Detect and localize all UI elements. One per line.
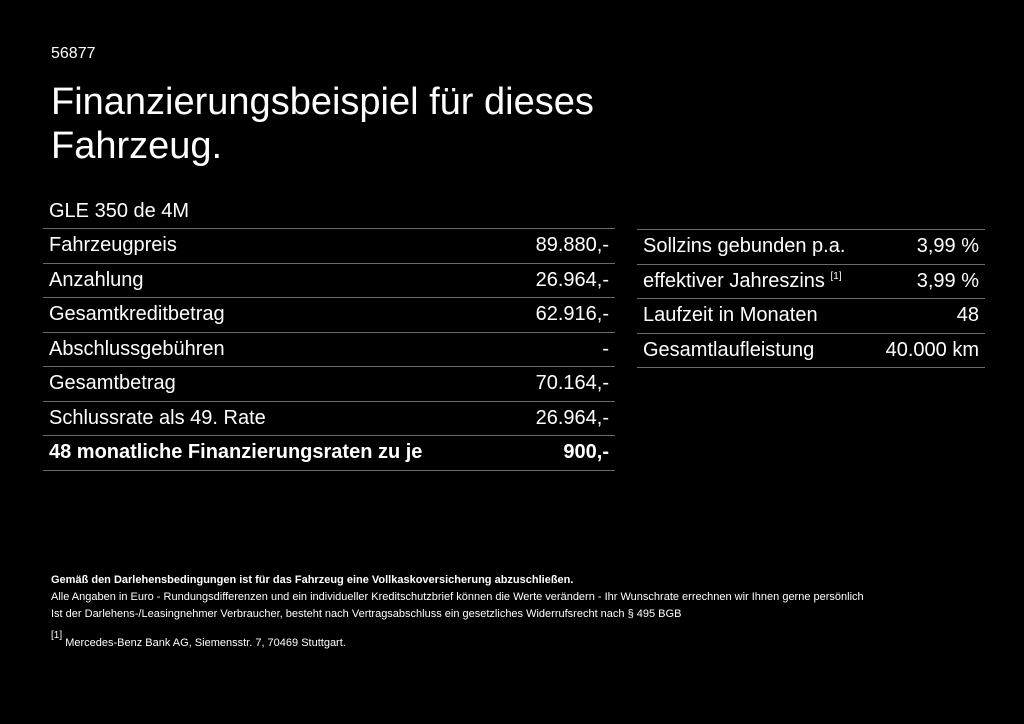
table-row: Sollzins gebunden p.a. 3,99 % xyxy=(637,229,985,265)
table-row: Abschlussgebühren - xyxy=(43,332,615,367)
table-row: Fahrzeugpreis 89.880,- xyxy=(43,228,615,264)
insurance-note: Gemäß den Darlehensbedingungen ist für d… xyxy=(51,574,574,586)
row-label: Laufzeit in Monaten xyxy=(637,298,871,334)
table-row: Gesamtlaufleistung 40.000 km xyxy=(637,333,985,368)
row-value: 70.164,- xyxy=(511,366,615,402)
vehicle-code: 56877 xyxy=(51,45,96,62)
footnote-ref: [1] xyxy=(830,270,842,282)
row-label: Gesamtkreditbetrag xyxy=(43,297,512,333)
row-value: - xyxy=(511,332,615,367)
monthly-rate-row: 48 monatliche Finanzierungsraten zu je 90… xyxy=(43,435,615,471)
row-value: 3,99 % xyxy=(870,264,985,299)
footnote-mark: [1] xyxy=(51,630,63,641)
table-row: Gesamtkreditbetrag 62.916,- xyxy=(43,297,615,333)
row-label: Gesamtbetrag xyxy=(43,366,512,402)
table-row: Laufzeit in Monaten 48 xyxy=(637,298,985,334)
row-label: 48 monatliche Finanzierungsraten zu je xyxy=(43,435,512,471)
disclaimer-line: Alle Angaben in Euro - Rundungsdifferenz… xyxy=(51,591,864,603)
legal-notes: Gemäß den Darlehensbedingungen ist für d… xyxy=(51,572,864,652)
footnote: [1] Mercedes-Benz Bank AG, Siemensstr. 7… xyxy=(51,627,864,652)
terms-table: Sollzins gebunden p.a. 3,99 % effektiver … xyxy=(637,229,985,368)
model-name: GLE 350 de 4M xyxy=(43,195,615,229)
row-label: Gesamtlaufleistung xyxy=(637,333,871,368)
row-value: 62.916,- xyxy=(511,297,615,333)
row-value: 40.000 km xyxy=(870,333,985,368)
row-label: Schlussrate als 49. Rate xyxy=(43,401,512,436)
row-value: 3,99 % xyxy=(870,229,985,265)
row-label: Anzahlung xyxy=(43,263,512,298)
footnote-text: Mercedes-Benz Bank AG, Siemensstr. 7, 70… xyxy=(65,637,346,649)
row-label: effektiver Jahreszins [1] xyxy=(637,264,871,299)
table-row: effektiver Jahreszins [1] 3,99 % xyxy=(637,264,985,299)
withdrawal-note: Ist der Darlehens-/Leasingnehmer Verbrau… xyxy=(51,608,682,620)
page-title: Finanzierungsbeispiel für dieses Fahrzeu… xyxy=(51,81,594,167)
row-value: 900,- xyxy=(511,435,615,471)
row-value: 89.880,- xyxy=(511,228,615,264)
row-value: 48 xyxy=(870,298,985,334)
row-label: Fahrzeugpreis xyxy=(43,228,512,264)
table-row: Schlussrate als 49. Rate 26.964,- xyxy=(43,401,615,436)
row-label: Abschlussgebühren xyxy=(43,332,512,367)
row-value: 26.964,- xyxy=(511,401,615,436)
row-label: Sollzins gebunden p.a. xyxy=(637,229,871,265)
table-row: Gesamtbetrag 70.164,- xyxy=(43,366,615,402)
row-value: 26.964,- xyxy=(511,263,615,298)
table-row: Anzahlung 26.964,- xyxy=(43,263,615,298)
financing-table: GLE 350 de 4M Fahrzeugpreis 89.880,- Anza… xyxy=(43,195,615,471)
